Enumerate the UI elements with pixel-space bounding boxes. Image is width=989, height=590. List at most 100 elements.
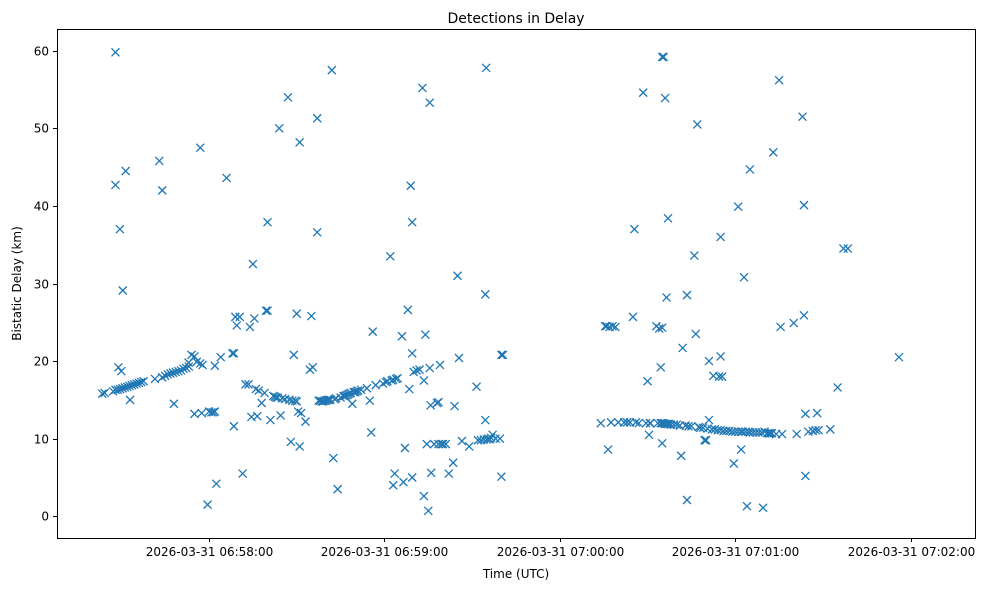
data-point xyxy=(426,400,436,410)
y-tick-label: 40 xyxy=(34,200,49,214)
x-axis-label: Time (UTC) xyxy=(482,567,549,581)
data-point xyxy=(400,443,410,453)
data-point xyxy=(634,418,644,428)
data-point xyxy=(608,321,617,331)
data-point xyxy=(407,473,417,482)
data-point xyxy=(714,372,724,382)
data-point xyxy=(622,417,632,427)
data-point xyxy=(716,232,726,242)
data-point xyxy=(657,438,667,448)
data-point xyxy=(736,445,746,455)
data-point xyxy=(689,251,699,261)
data-point xyxy=(235,312,245,322)
data-point xyxy=(774,75,784,85)
data-point xyxy=(184,362,194,371)
data-point xyxy=(429,439,439,449)
data-point xyxy=(406,181,416,191)
data-point xyxy=(610,322,620,332)
data-point xyxy=(111,180,120,190)
data-point xyxy=(646,418,655,428)
data-point xyxy=(274,123,284,133)
data-point xyxy=(371,380,381,390)
data-point xyxy=(739,272,749,282)
data-point xyxy=(733,202,743,212)
data-point xyxy=(843,244,853,254)
data-point xyxy=(136,377,146,387)
data-point xyxy=(659,52,669,62)
data-point xyxy=(682,495,692,505)
data-point xyxy=(762,428,772,438)
data-point xyxy=(776,322,786,332)
data-point xyxy=(417,83,427,93)
data-point xyxy=(789,318,799,328)
data-point xyxy=(163,369,173,379)
data-point xyxy=(684,421,693,431)
data-point xyxy=(229,348,239,358)
data-point xyxy=(498,350,508,360)
y-tick-label: 10 xyxy=(34,433,49,447)
data-point xyxy=(657,323,667,333)
data-point xyxy=(222,173,232,183)
data-point xyxy=(676,451,686,461)
data-point xyxy=(206,407,216,417)
data-point xyxy=(472,382,481,392)
data-point xyxy=(154,156,164,166)
data-point xyxy=(423,506,433,516)
data-point xyxy=(203,500,213,510)
data-point xyxy=(306,311,316,321)
data-point xyxy=(800,471,810,481)
data-point xyxy=(422,439,432,449)
data-point xyxy=(356,385,366,395)
data-point xyxy=(704,415,714,425)
data-point xyxy=(457,436,467,446)
data-point xyxy=(295,137,305,147)
data-point xyxy=(265,415,275,425)
data-point xyxy=(230,312,240,322)
data-point xyxy=(254,386,264,396)
data-point xyxy=(716,351,726,361)
data-point xyxy=(606,417,616,427)
data-point xyxy=(150,374,160,384)
data-point xyxy=(495,434,505,444)
data-point xyxy=(672,420,682,430)
x-tick-label: 2026-03-31 07:01:00 xyxy=(672,545,799,559)
x-tick-label: 2026-03-31 07:02:00 xyxy=(848,545,975,559)
data-point xyxy=(435,360,445,370)
data-point xyxy=(736,427,746,437)
data-point xyxy=(312,227,322,237)
data-point xyxy=(800,409,810,419)
data-point xyxy=(229,421,239,431)
data-point xyxy=(125,395,135,405)
data-point xyxy=(160,371,170,381)
data-point xyxy=(638,88,648,98)
data-point xyxy=(210,407,220,416)
plot-frame xyxy=(57,29,976,539)
data-point xyxy=(276,410,286,420)
data-point xyxy=(397,331,407,341)
axis-ticks: 2026-03-31 06:58:00 2026-03-31 06:59:00 20… xyxy=(34,45,976,560)
data-point xyxy=(312,113,322,123)
data-point xyxy=(660,93,670,103)
data-point xyxy=(252,411,262,421)
data-point xyxy=(353,386,363,396)
data-point xyxy=(729,459,739,468)
x-tick-label: 2026-03-31 06:58:00 xyxy=(146,545,273,559)
data-point xyxy=(286,437,296,447)
data-point xyxy=(603,445,613,455)
data-point xyxy=(347,399,357,409)
data-point xyxy=(758,503,768,513)
data-point xyxy=(181,363,191,373)
data-point xyxy=(263,217,272,227)
data-point xyxy=(393,373,403,383)
data-point xyxy=(261,306,271,316)
data-point xyxy=(644,430,654,440)
data-point xyxy=(238,469,248,479)
data-point xyxy=(701,435,711,445)
data-point xyxy=(97,389,107,399)
data-point xyxy=(825,424,835,434)
data-point xyxy=(257,398,267,408)
data-point xyxy=(404,384,414,394)
data-point xyxy=(663,213,673,223)
data-point xyxy=(481,63,491,73)
